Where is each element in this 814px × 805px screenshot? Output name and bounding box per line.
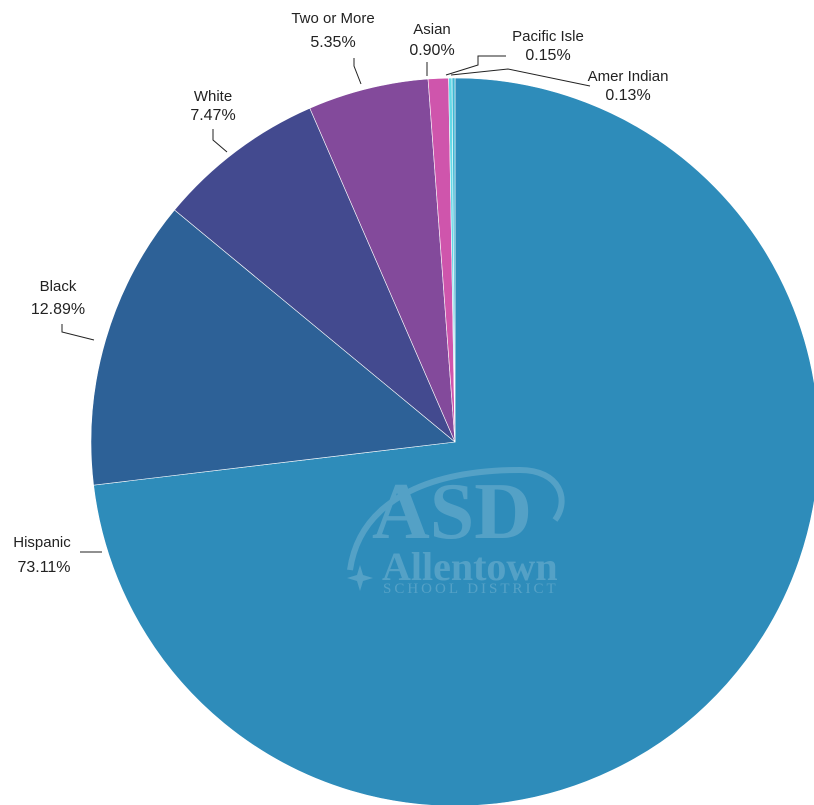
label-black-value: 12.89% — [31, 301, 85, 318]
leader-line-two-or-more — [353, 58, 362, 85]
label-two-or-more-name: Two or More — [291, 10, 374, 27]
logo-star-icon — [347, 565, 373, 591]
leader-line-amer-indian — [450, 68, 591, 87]
logo-name: Allentown — [382, 544, 558, 589]
pie-slice-white — [174, 107, 456, 443]
logo-letters: ASD — [372, 468, 532, 556]
leader-line-white — [212, 129, 228, 153]
label-black-name: Black — [40, 278, 77, 295]
label-hispanic-name: Hispanic — [13, 534, 71, 551]
pie-slices — [90, 77, 814, 805]
label-amer-indian-name: Amer Indian — [588, 68, 669, 85]
label-two-or-more-value: 5.35% — [310, 34, 355, 51]
logo-subtitle: SCHOOL DISTRICT — [383, 581, 559, 597]
pie-slice-amer-indian — [451, 77, 456, 443]
label-white-value: 7.47% — [190, 107, 235, 124]
label-hispanic-value: 73.11% — [17, 559, 70, 576]
logo-swoosh — [347, 466, 565, 571]
label-leader-lines — [61, 55, 591, 553]
pie-slice-hispanic — [93, 77, 814, 805]
label-asian-name: Asian — [413, 21, 451, 38]
leader-line-pacific-isle — [445, 55, 506, 76]
label-amer-indian-value: 0.13% — [605, 87, 650, 104]
slice-labels: Hispanic 73.11% Black 12.89% White 7.47%… — [13, 10, 668, 576]
label-white-name: White — [194, 88, 232, 105]
label-pacific-isle-name: Pacific Isle — [512, 28, 584, 45]
label-asian-value: 0.90% — [409, 42, 454, 59]
label-pacific-isle-value: 0.15% — [525, 47, 570, 64]
leader-line-black — [61, 324, 95, 341]
pie-slice-black — [90, 209, 456, 486]
district-logo-watermark: ASD Allentown SCHOOL DISTRICT — [347, 466, 565, 597]
